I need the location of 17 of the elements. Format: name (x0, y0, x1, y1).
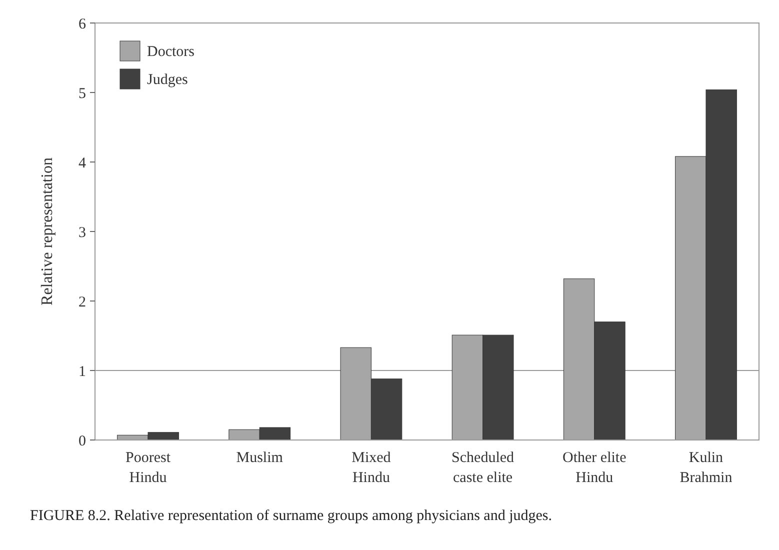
x-tick-label: Other elite Hindu (562, 450, 627, 486)
legend-label: Judges (147, 72, 188, 88)
x-tick-label: Kulin Brahmin (680, 450, 733, 486)
y-tick-label: 5 (78, 86, 86, 102)
caption: FIGURE 8.2. Relative representation of surname groups among physicians and judges. (30, 508, 552, 524)
y-tick-label: 4 (78, 155, 86, 172)
y-axis-title: Relative representation (39, 158, 56, 306)
x-tick-label: Scheduled caste elite (452, 450, 515, 486)
y-tick-label: 2 (78, 294, 86, 310)
y-tick-label: 1 (78, 364, 86, 380)
x-tick-label: Muslim (236, 450, 284, 466)
legend-label: Doctors (147, 44, 195, 60)
y-tick-label: 6 (78, 16, 86, 32)
y-tick-label: 3 (78, 224, 86, 241)
x-tick-label: Poorest Hindu (126, 450, 172, 486)
x-tick-label: Mixed Hindu (352, 450, 392, 486)
y-tick-label: 0 (78, 433, 86, 450)
